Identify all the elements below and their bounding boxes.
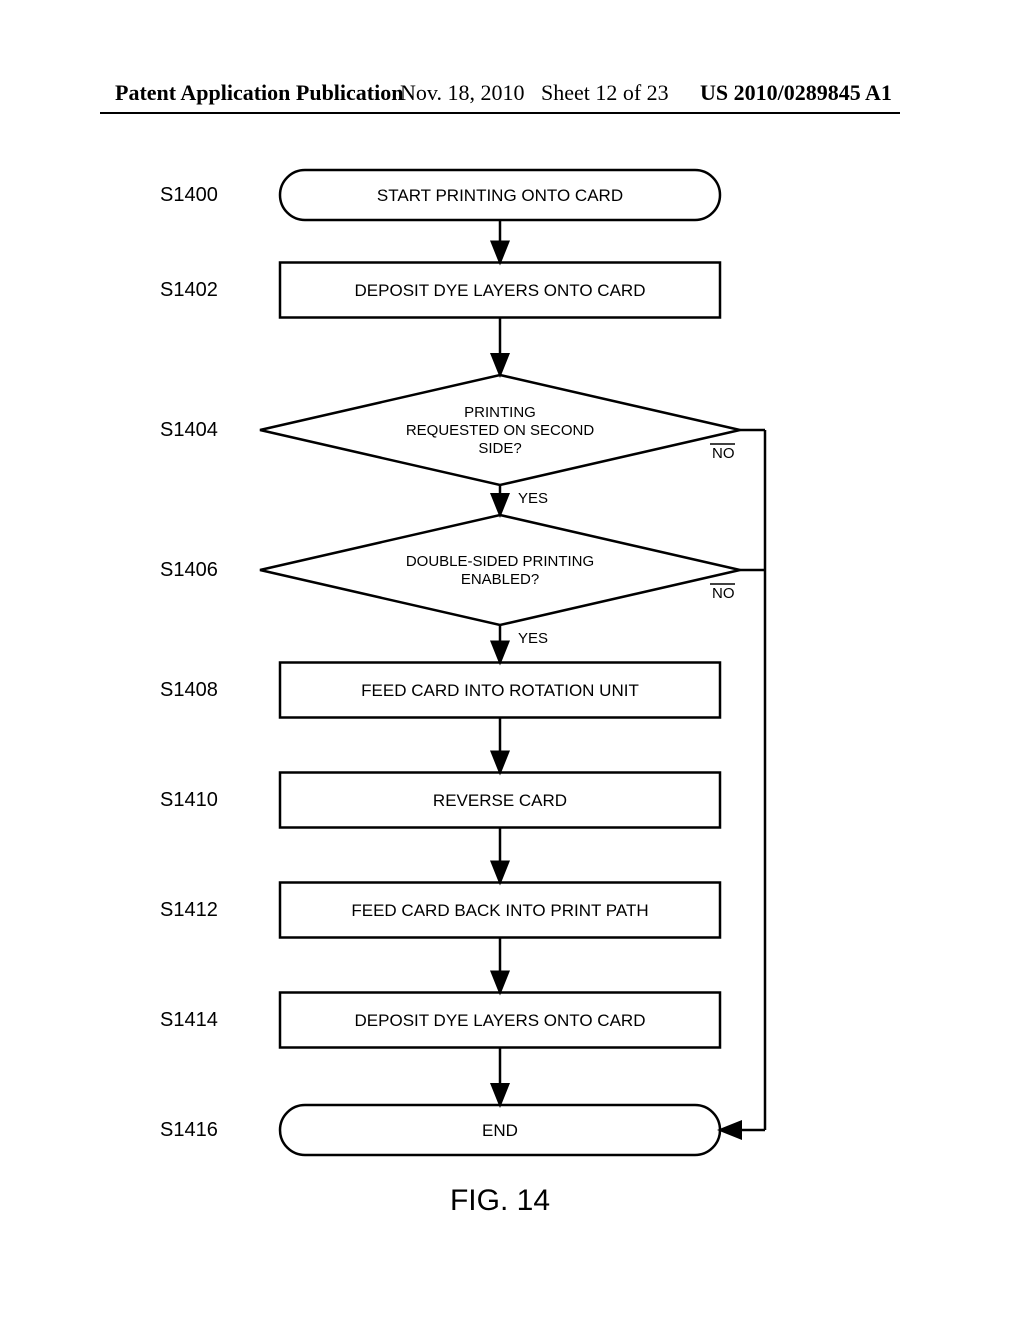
step-label-S1406: S1406 bbox=[160, 559, 218, 581]
process-text-S1402: DEPOSIT DYE LAYERS ONTO CARD bbox=[355, 281, 646, 300]
decision-text-S1404-2: SIDE? bbox=[478, 440, 521, 457]
step-label-S1402: S1402 bbox=[160, 279, 218, 301]
flowchart: S1400 START PRINTING ONTO CARD S1402 DEPOSI… bbox=[100, 150, 900, 1270]
step-label-S1416: S1416 bbox=[160, 1119, 218, 1141]
header-date: Nov. 18, 2010 Sheet 12 of 23 bbox=[400, 80, 669, 106]
no-label-S1406: NO bbox=[712, 585, 735, 602]
step-label-S1412: S1412 bbox=[160, 899, 218, 921]
process-text-S1412: FEED CARD BACK INTO PRINT PATH bbox=[351, 901, 648, 920]
no-label-S1404: NO bbox=[712, 445, 735, 462]
decision-S1406 bbox=[260, 515, 740, 625]
step-label-S1400: S1400 bbox=[160, 184, 218, 206]
step-label-S1408: S1408 bbox=[160, 679, 218, 701]
header-rule bbox=[100, 112, 900, 114]
process-text-S1414: DEPOSIT DYE LAYERS ONTO CARD bbox=[355, 1011, 646, 1030]
decision-text-S1406-0: DOUBLE-SIDED PRINTING bbox=[406, 553, 594, 570]
header-left: Patent Application Publication bbox=[115, 80, 403, 106]
yes-label-S1404: YES bbox=[518, 490, 548, 507]
step-label-S1410: S1410 bbox=[160, 789, 218, 811]
decision-text-S1404-0: PRINTING bbox=[464, 404, 536, 421]
step-label-S1414: S1414 bbox=[160, 1009, 218, 1031]
process-text-S1408: FEED CARD INTO ROTATION UNIT bbox=[361, 681, 639, 700]
decision-text-S1406-1: ENABLED? bbox=[461, 571, 539, 588]
yes-label-S1406: YES bbox=[518, 630, 548, 647]
terminator-text-S1416: END bbox=[482, 1121, 518, 1140]
process-text-S1410: REVERSE CARD bbox=[433, 791, 567, 810]
decision-text-S1404-1: REQUESTED ON SECOND bbox=[406, 422, 595, 439]
step-label-S1404: S1404 bbox=[160, 419, 218, 441]
figure-label: FIG. 14 bbox=[450, 1184, 550, 1217]
header-pubno: US 2010/0289845 A1 bbox=[700, 80, 892, 106]
terminator-text-S1400: START PRINTING ONTO CARD bbox=[377, 186, 623, 205]
